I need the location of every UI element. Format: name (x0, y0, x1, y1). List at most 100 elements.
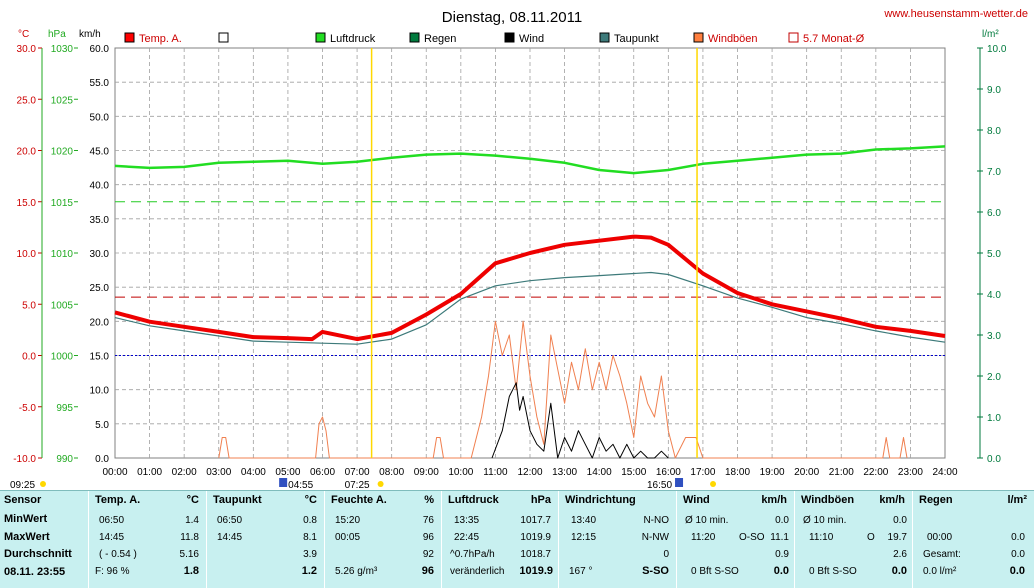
gust-unit: km/h (879, 494, 905, 506)
wind-tick-label: 20.0 (90, 317, 110, 328)
wind-current: 0.0 (773, 565, 789, 577)
stats-table: Sensor MinWert MaxWert Durchschnitt 08.1… (0, 490, 1034, 588)
gust-title: Windböen (801, 494, 855, 506)
legend-label: Wind (519, 33, 544, 45)
temp-tick-label: 20.0 (17, 147, 37, 158)
chart-axes: 00:00 01:00 02:00 03:00 04:00 05:00 06:00 07:00… (13, 44, 1007, 478)
moonrise-label: 04:55 (288, 480, 313, 490)
x-tick-label: 01:00 (137, 467, 162, 478)
dew-min: 0.8 (303, 515, 317, 526)
chart-title: Dienstag, 08.11.2011 (442, 9, 582, 26)
rain-tick-label: 5.0 (987, 249, 1001, 260)
rain-title: Regen (919, 494, 953, 506)
wind-max-dir: O-SO (739, 532, 765, 543)
col-winddir: Windrichtung 13:40 N-NO 12:15 N-NW 0 167… (558, 491, 677, 588)
chart-grid (114, 47, 946, 459)
legend-label: Taupunkt (614, 33, 659, 45)
series-taupunkt (114, 271, 946, 345)
legend-swatch (315, 32, 326, 43)
dew-avg: 3.9 (303, 549, 317, 560)
rain-max: 0.0 (1011, 549, 1025, 560)
pressure-tick-label: 990 (56, 454, 73, 465)
chart-series (114, 145, 946, 459)
gust-min-time: Ø 10 min. (803, 515, 847, 526)
rain-tick-label: 2.0 (987, 372, 1001, 383)
temp-avg-note: ( - 0.54 ) (99, 549, 137, 560)
gust-min: 0.0 (893, 515, 907, 526)
pressure-tick-label: 1010 (51, 249, 74, 260)
wind-tick-label: 0.0 (95, 454, 109, 465)
wind-tick-label: 55.0 (90, 78, 110, 89)
sun-moon-markers: 07:25 16:50 04:55 09:25 (10, 48, 717, 490)
col-wind: Wind km/h Ø 10 min. 0.0 11:20 O-SO 11.1 … (676, 491, 795, 588)
legend-label: Temp. A. (139, 33, 182, 45)
dew-max: 8.1 (303, 532, 317, 543)
dew-min-time: 06:50 (217, 515, 243, 526)
temp-unit: °C (186, 494, 199, 506)
rain-unit: l/m² (1007, 494, 1027, 506)
col-temp: Temp. A. °C 06:50 1.4 14:45 11.8 ( - 0.5… (88, 491, 207, 588)
legend-label: Luftdruck (330, 33, 376, 45)
legend-label: Windböen (708, 33, 758, 45)
rain-tick-label: 1.0 (987, 413, 1001, 424)
temp-tick-label: -5.0 (19, 403, 37, 414)
press-max-time: 22:45 (454, 532, 480, 543)
x-tick-label: 03:00 (206, 467, 231, 478)
x-tick-label: 06:00 (310, 467, 335, 478)
x-tick-label: 12:00 (517, 467, 542, 478)
wind-title: Wind (683, 494, 710, 506)
dir-avg: 0 (663, 549, 669, 560)
x-tick-label: 11:00 (483, 467, 508, 478)
x-tick-label: 19:00 (760, 467, 785, 478)
gust-max: 19.7 (887, 532, 907, 543)
dew-title: Taupunkt (213, 494, 262, 506)
legend-swatch (599, 32, 610, 43)
hum-max-time: 00:05 (335, 532, 361, 543)
legend-swatch (409, 32, 420, 43)
wind-min: 0.0 (775, 515, 789, 526)
x-tick-label: 23:00 (898, 467, 923, 478)
rain-tick-label: 6.0 (987, 208, 1001, 219)
weather-chart: Dienstag, 08.11.2011 www.heusenstamm-wet… (10, 8, 1028, 490)
press-max: 1019.9 (520, 532, 551, 543)
x-tick-label: 00:00 (102, 467, 127, 478)
pressure-tick-label: 995 (56, 403, 73, 414)
wind-tick-label: 5.0 (95, 420, 109, 431)
wind-avg: 0.9 (775, 549, 789, 560)
pressure-tick-label: 1015 (51, 198, 74, 209)
col-rowlabels: Sensor MinWert MaxWert Durchschnitt 08.1… (0, 491, 88, 588)
press-min: 1017.7 (520, 515, 551, 526)
pressure-tick-label: 1025 (51, 95, 74, 106)
series-luftdruck (114, 145, 946, 175)
moonrise-icon (279, 478, 288, 487)
wind-cur-note: 0 Bft S-SO (691, 566, 739, 577)
x-tick-label: 17:00 (690, 467, 715, 478)
x-tick-label: 15:00 (621, 467, 646, 478)
rain-current: 0.0 (1009, 565, 1025, 577)
dew-unit: °C (304, 494, 317, 506)
site-url[interactable]: www.heusenstamm-wetter.de (883, 8, 1028, 20)
temp-title: Temp. A. (95, 494, 141, 506)
x-tick-label: 02:00 (172, 467, 197, 478)
col-rain: Regen l/m² 00:00 0.0 Gesamt: 0.0 0.0 l/m… (912, 491, 1034, 588)
rain-tick-label: 0.0 (987, 454, 1001, 465)
temp-current: 1.8 (183, 565, 199, 577)
temp-min-time: 06:50 (99, 515, 125, 526)
unit-wind: km/h (79, 29, 101, 40)
hum-max: 96 (422, 532, 434, 543)
temp-tick-label: 10.0 (17, 249, 37, 260)
x-tick-label: 05:00 (275, 467, 300, 478)
twilight-label: 09:25 (10, 480, 35, 490)
press-title: Luftdruck (448, 494, 499, 506)
dir-current: S-SO (642, 565, 669, 577)
gust-current: 0.0 (891, 565, 907, 577)
press-avg-note: ^0.7hPa/h (450, 549, 495, 560)
rowlabel-max: MaxWert (4, 531, 50, 543)
wind-tick-label: 40.0 (90, 181, 110, 192)
rowlabel-current: 08.11. 23:55 (4, 566, 66, 578)
wind-max: 11.1 (770, 532, 789, 543)
temp-avg: 5.16 (179, 549, 199, 560)
hum-current: 96 (421, 565, 434, 577)
press-unit: hPa (530, 494, 551, 506)
temp-tick-label: 25.0 (17, 95, 37, 106)
